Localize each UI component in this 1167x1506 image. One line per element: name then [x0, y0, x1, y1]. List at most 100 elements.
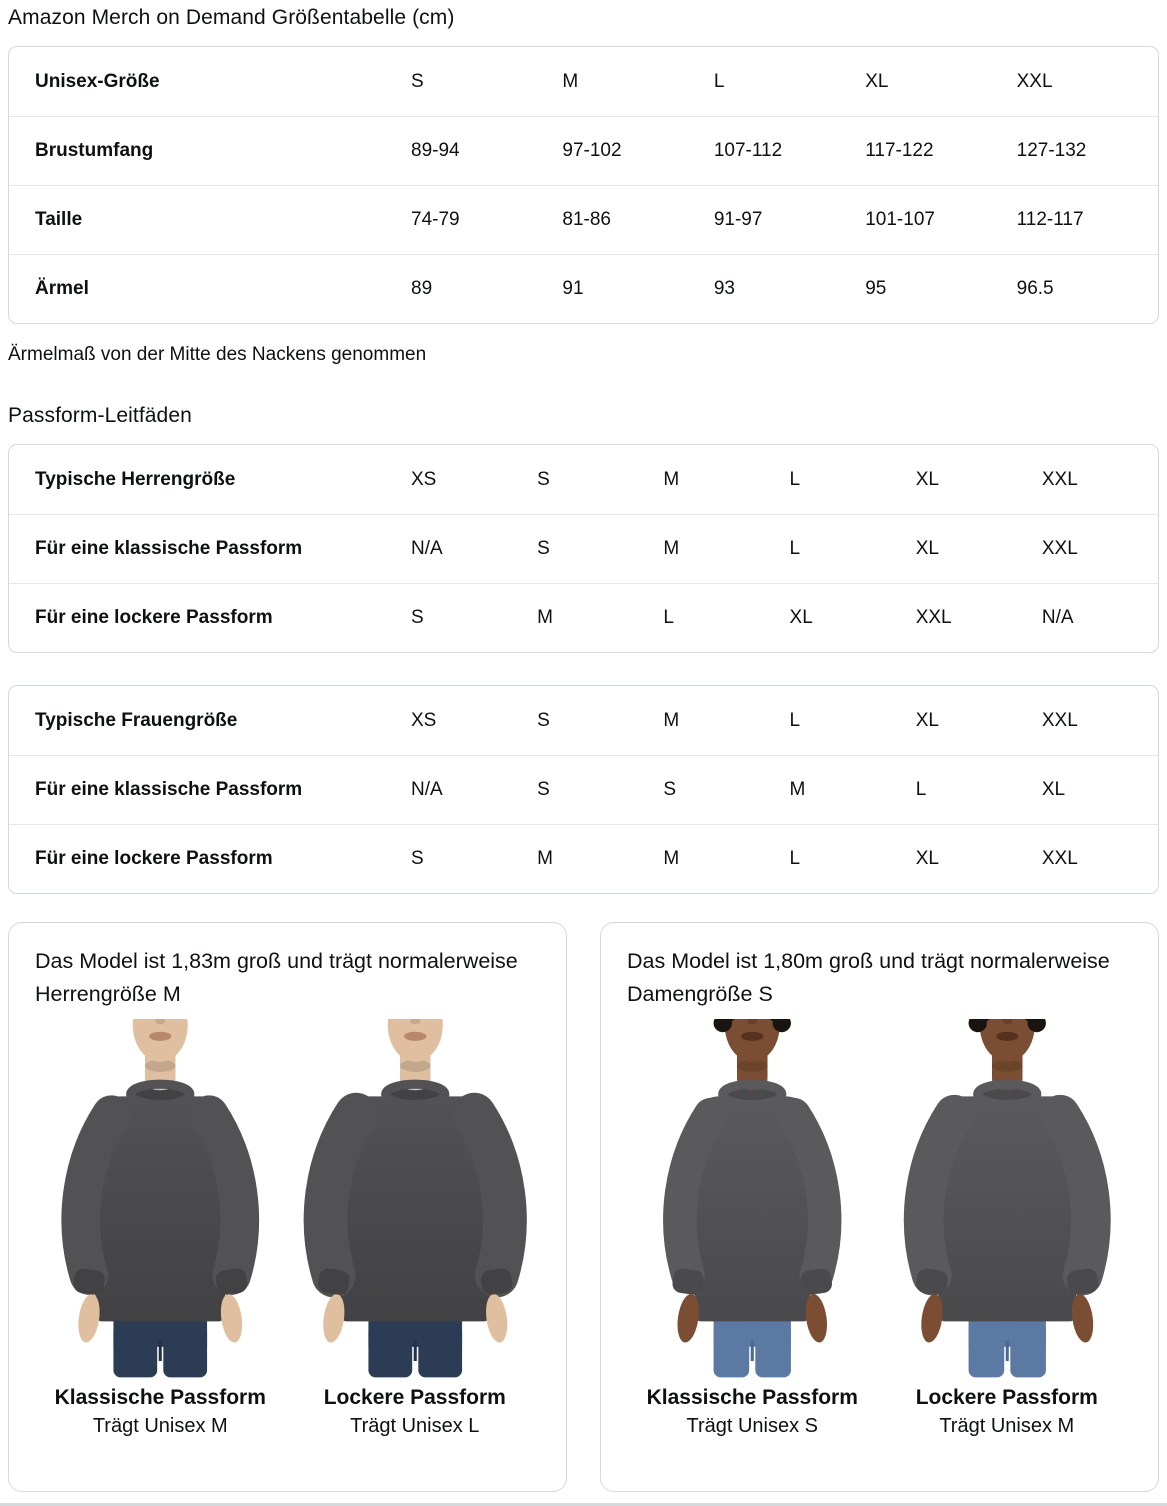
size-value: N/A — [411, 538, 443, 559]
size-value: XL — [1041, 779, 1066, 800]
size-value: N/A — [411, 779, 443, 800]
worn-size-label: Trägt Unisex L — [350, 1414, 480, 1437]
size-value: 97-102 — [562, 140, 622, 161]
size-value: S — [411, 848, 424, 869]
size-value: L — [789, 538, 801, 559]
worn-size-label: Trägt Unisex S — [686, 1414, 819, 1437]
size-value: L — [663, 607, 674, 628]
mens-model-card: Das Model ist 1,83m groß und trägt norma… — [8, 922, 567, 1492]
table-row: Typische Frauengröße XS S M L XL XXL — [9, 686, 1158, 755]
table-row: Unisex-Größe S M L XL XXL — [9, 47, 1158, 116]
size-value: XXL — [1016, 70, 1053, 92]
size-value: 95 — [865, 278, 887, 299]
sleeve-measure-note: Ärmelmaß von der Mitte des Nackens genom… — [8, 344, 427, 365]
fit-type-label: Lockere Passform — [915, 1385, 1098, 1409]
table-row: Für eine lockere Passform S M L XL XXL N/A — [9, 583, 1158, 652]
row-label: Für eine lockere Passform — [35, 848, 273, 869]
size-value: 89-94 — [411, 140, 460, 161]
size-value: M — [562, 70, 579, 92]
size-value: 112-117 — [1016, 209, 1084, 230]
model-caption: Das Model ist 1,83m groß und trägt norma… — [35, 949, 518, 1007]
size-value: XS — [411, 709, 437, 731]
size-value: XL — [915, 468, 939, 490]
size-value: L — [789, 468, 801, 490]
size-value: M — [663, 538, 680, 559]
size-value: 89 — [411, 278, 433, 299]
mens-fit-table: Typische Herrengröße XS S M L XL XXL Für eine k… — [8, 444, 1159, 653]
size-value: 107-112 — [713, 140, 783, 161]
size-value: L — [789, 848, 801, 869]
row-label: Ärmel — [35, 278, 89, 299]
size-value: M — [537, 607, 553, 628]
size-value: M — [537, 848, 553, 869]
row-label: Für eine klassische Passform — [35, 538, 303, 559]
page-title: Amazon Merch on Demand Größentabelle (cm… — [8, 6, 455, 29]
size-value: S — [537, 709, 550, 731]
model-figures: Klassische Passform Trägt Unisex S Lockere… — [625, 1019, 1134, 1437]
size-value: 96.5 — [1016, 278, 1054, 299]
size-value: 101-107 — [865, 209, 935, 230]
size-value: S — [537, 538, 550, 559]
size-value: M — [663, 468, 680, 490]
size-value: XL — [865, 70, 889, 92]
fit-type-label: Klassische Passform — [54, 1385, 266, 1409]
size-value: L — [915, 779, 927, 800]
size-value: XXL — [1041, 468, 1078, 490]
size-value: 127-132 — [1016, 140, 1087, 161]
size-value: S — [663, 779, 677, 800]
size-value: S — [411, 70, 424, 92]
fit-guides-heading: Passform-Leitfäden — [8, 404, 192, 427]
row-label: Brustumfang — [35, 140, 154, 161]
fit-type-label: Lockere Passform — [323, 1385, 506, 1409]
table-row: Für eine klassische Passform N/A S M L XL XXL — [9, 514, 1158, 583]
model-photo — [625, 1019, 880, 1378]
table-row: Ärmel 89 91 93 95 96.5 — [9, 254, 1158, 323]
size-value: 117-122 — [865, 140, 934, 161]
size-value: L — [789, 709, 801, 731]
size-value: M — [789, 779, 806, 800]
womens-fit-table: Typische Frauengröße XS S M L XL XXL Für eine k… — [8, 685, 1159, 894]
row-label: Typische Herrengröße — [35, 468, 236, 490]
size-chart-page: Amazon Merch on Demand Größentabelle (cm… — [0, 6, 1167, 1506]
size-value: S — [537, 779, 550, 800]
model-photo — [288, 1019, 543, 1378]
model-figure-loose: Lockere Passform Trägt Unisex L — [288, 1019, 543, 1437]
size-value: M — [663, 709, 680, 731]
fit-type-label: Klassische Passform — [646, 1385, 858, 1409]
row-label: Taille — [35, 209, 83, 230]
row-label: Für eine klassische Passform — [35, 779, 303, 800]
size-value: 91 — [562, 278, 584, 299]
size-value: M — [663, 848, 680, 869]
size-value: XXL — [915, 607, 952, 628]
row-label: Unisex-Größe — [35, 70, 160, 92]
worn-size-label: Trägt Unisex M — [939, 1414, 1075, 1437]
model-photo — [33, 1019, 288, 1378]
size-value: XL — [789, 607, 813, 628]
worn-size-label: Trägt Unisex M — [92, 1414, 228, 1437]
row-label: Für eine lockere Passform — [35, 607, 273, 628]
size-value: XL — [915, 538, 939, 559]
size-value: S — [411, 607, 424, 628]
size-value: L — [713, 70, 725, 92]
size-value: XL — [915, 848, 939, 869]
size-value: 91-97 — [713, 209, 763, 230]
size-value: 93 — [713, 278, 735, 299]
unisex-size-table: Unisex-Größe S M L XL XXL Brustumfang 89-94 97-1… — [8, 46, 1159, 324]
model-figure-loose: Lockere Passform Trägt Unisex M — [880, 1019, 1135, 1437]
table-row: Für eine lockere Passform S M M L XL XXL — [9, 824, 1158, 893]
row-label: Typische Frauengröße — [35, 709, 238, 731]
size-value: N/A — [1041, 607, 1074, 628]
table-row: Brustumfang 89-94 97-102 107-112 117-122 127-… — [9, 116, 1158, 185]
womens-model-card: Das Model ist 1,80m groß und trägt norma… — [600, 922, 1159, 1492]
model-photo — [880, 1019, 1135, 1378]
table-row: Typische Herrengröße XS S M L XL XXL — [9, 445, 1158, 514]
table-row: Für eine klassische Passform N/A S S M L XL — [9, 755, 1158, 824]
size-value: 81-86 — [562, 209, 612, 230]
size-value: S — [537, 468, 550, 490]
model-figures: Klassische Passform Trägt Unisex M Lockere… — [33, 1019, 542, 1437]
size-value: XS — [411, 468, 437, 490]
size-value: XXL — [1041, 538, 1078, 559]
size-value: 74-79 — [411, 209, 460, 230]
size-value: XXL — [1041, 848, 1078, 869]
model-cards: Das Model ist 1,83m groß und trägt norma… — [8, 922, 1159, 1492]
